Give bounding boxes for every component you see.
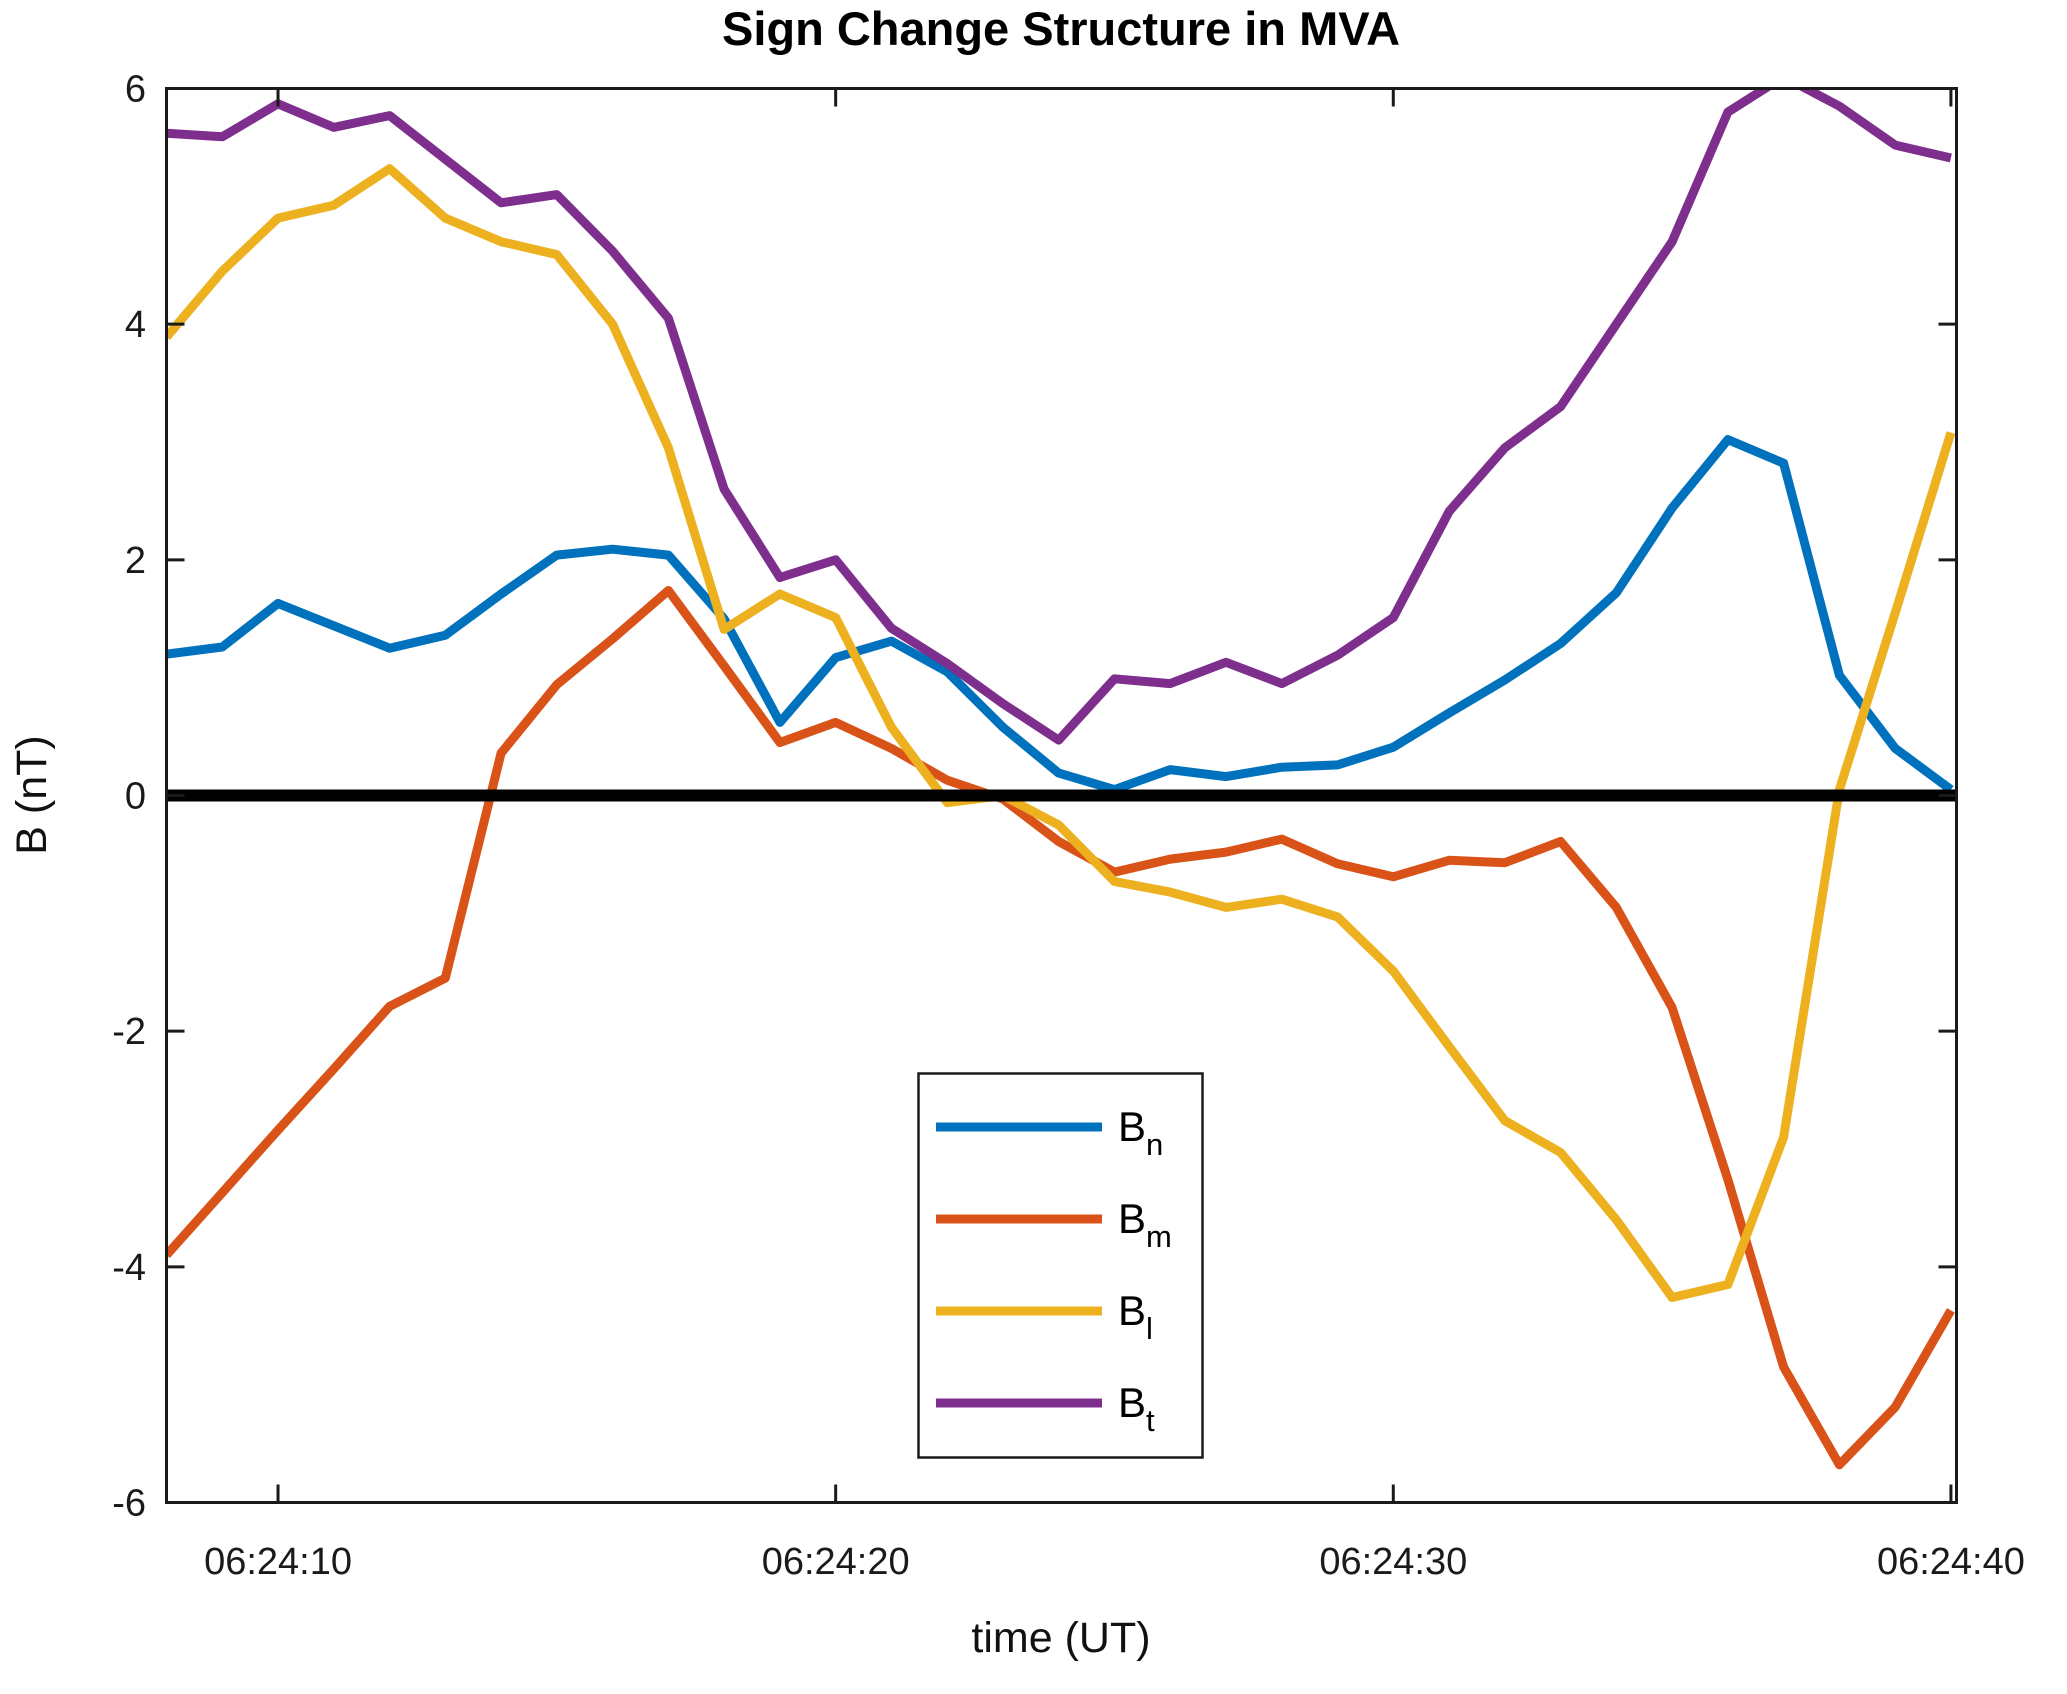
- x-axis-label: time (UT): [971, 1614, 1150, 1662]
- x-tick-label: 06:24:30: [1319, 1541, 1467, 1583]
- y-tick-label: 4: [125, 304, 146, 346]
- series-Bm-line: [166, 586, 1955, 1470]
- axes-layer: 06:24:10 06:24:20 06:24:30 06:24:40 -6 -4 -2 0 2…: [112, 69, 2025, 1584]
- legend-label-Bt: Bt: [1118, 1379, 1155, 1438]
- legend-box: [917, 1072, 1204, 1459]
- y-tick-label: -6: [112, 1483, 146, 1525]
- y-axis-label: B (nT): [8, 735, 56, 854]
- chart-title: Sign Change Structure in MVA: [722, 2, 1400, 55]
- legend: Bn Bm Bl Bt: [917, 1072, 1204, 1459]
- x-tick-label: 06:24:40: [1877, 1541, 2025, 1583]
- legend-label-Bn: Bn: [1118, 1103, 1163, 1162]
- legend-label-Bl: Bl: [1118, 1287, 1153, 1346]
- x-tick-label: 06:24:10: [204, 1541, 352, 1583]
- y-tick-label: -4: [112, 1247, 146, 1289]
- series-Bl-line: [166, 164, 1956, 1302]
- y-tick-label: 6: [125, 69, 146, 111]
- series-Bn-line: [166, 435, 1954, 795]
- y-tick-label: 0: [125, 776, 146, 818]
- y-tick-label: 2: [125, 540, 146, 582]
- series-Bt-line: [166, 88, 1952, 745]
- series-layer: [166, 88, 1956, 1470]
- y-tick-label: -2: [112, 1011, 146, 1053]
- legend-label-Bm: Bm: [1118, 1195, 1172, 1254]
- x-tick-label: 06:24:20: [762, 1541, 910, 1583]
